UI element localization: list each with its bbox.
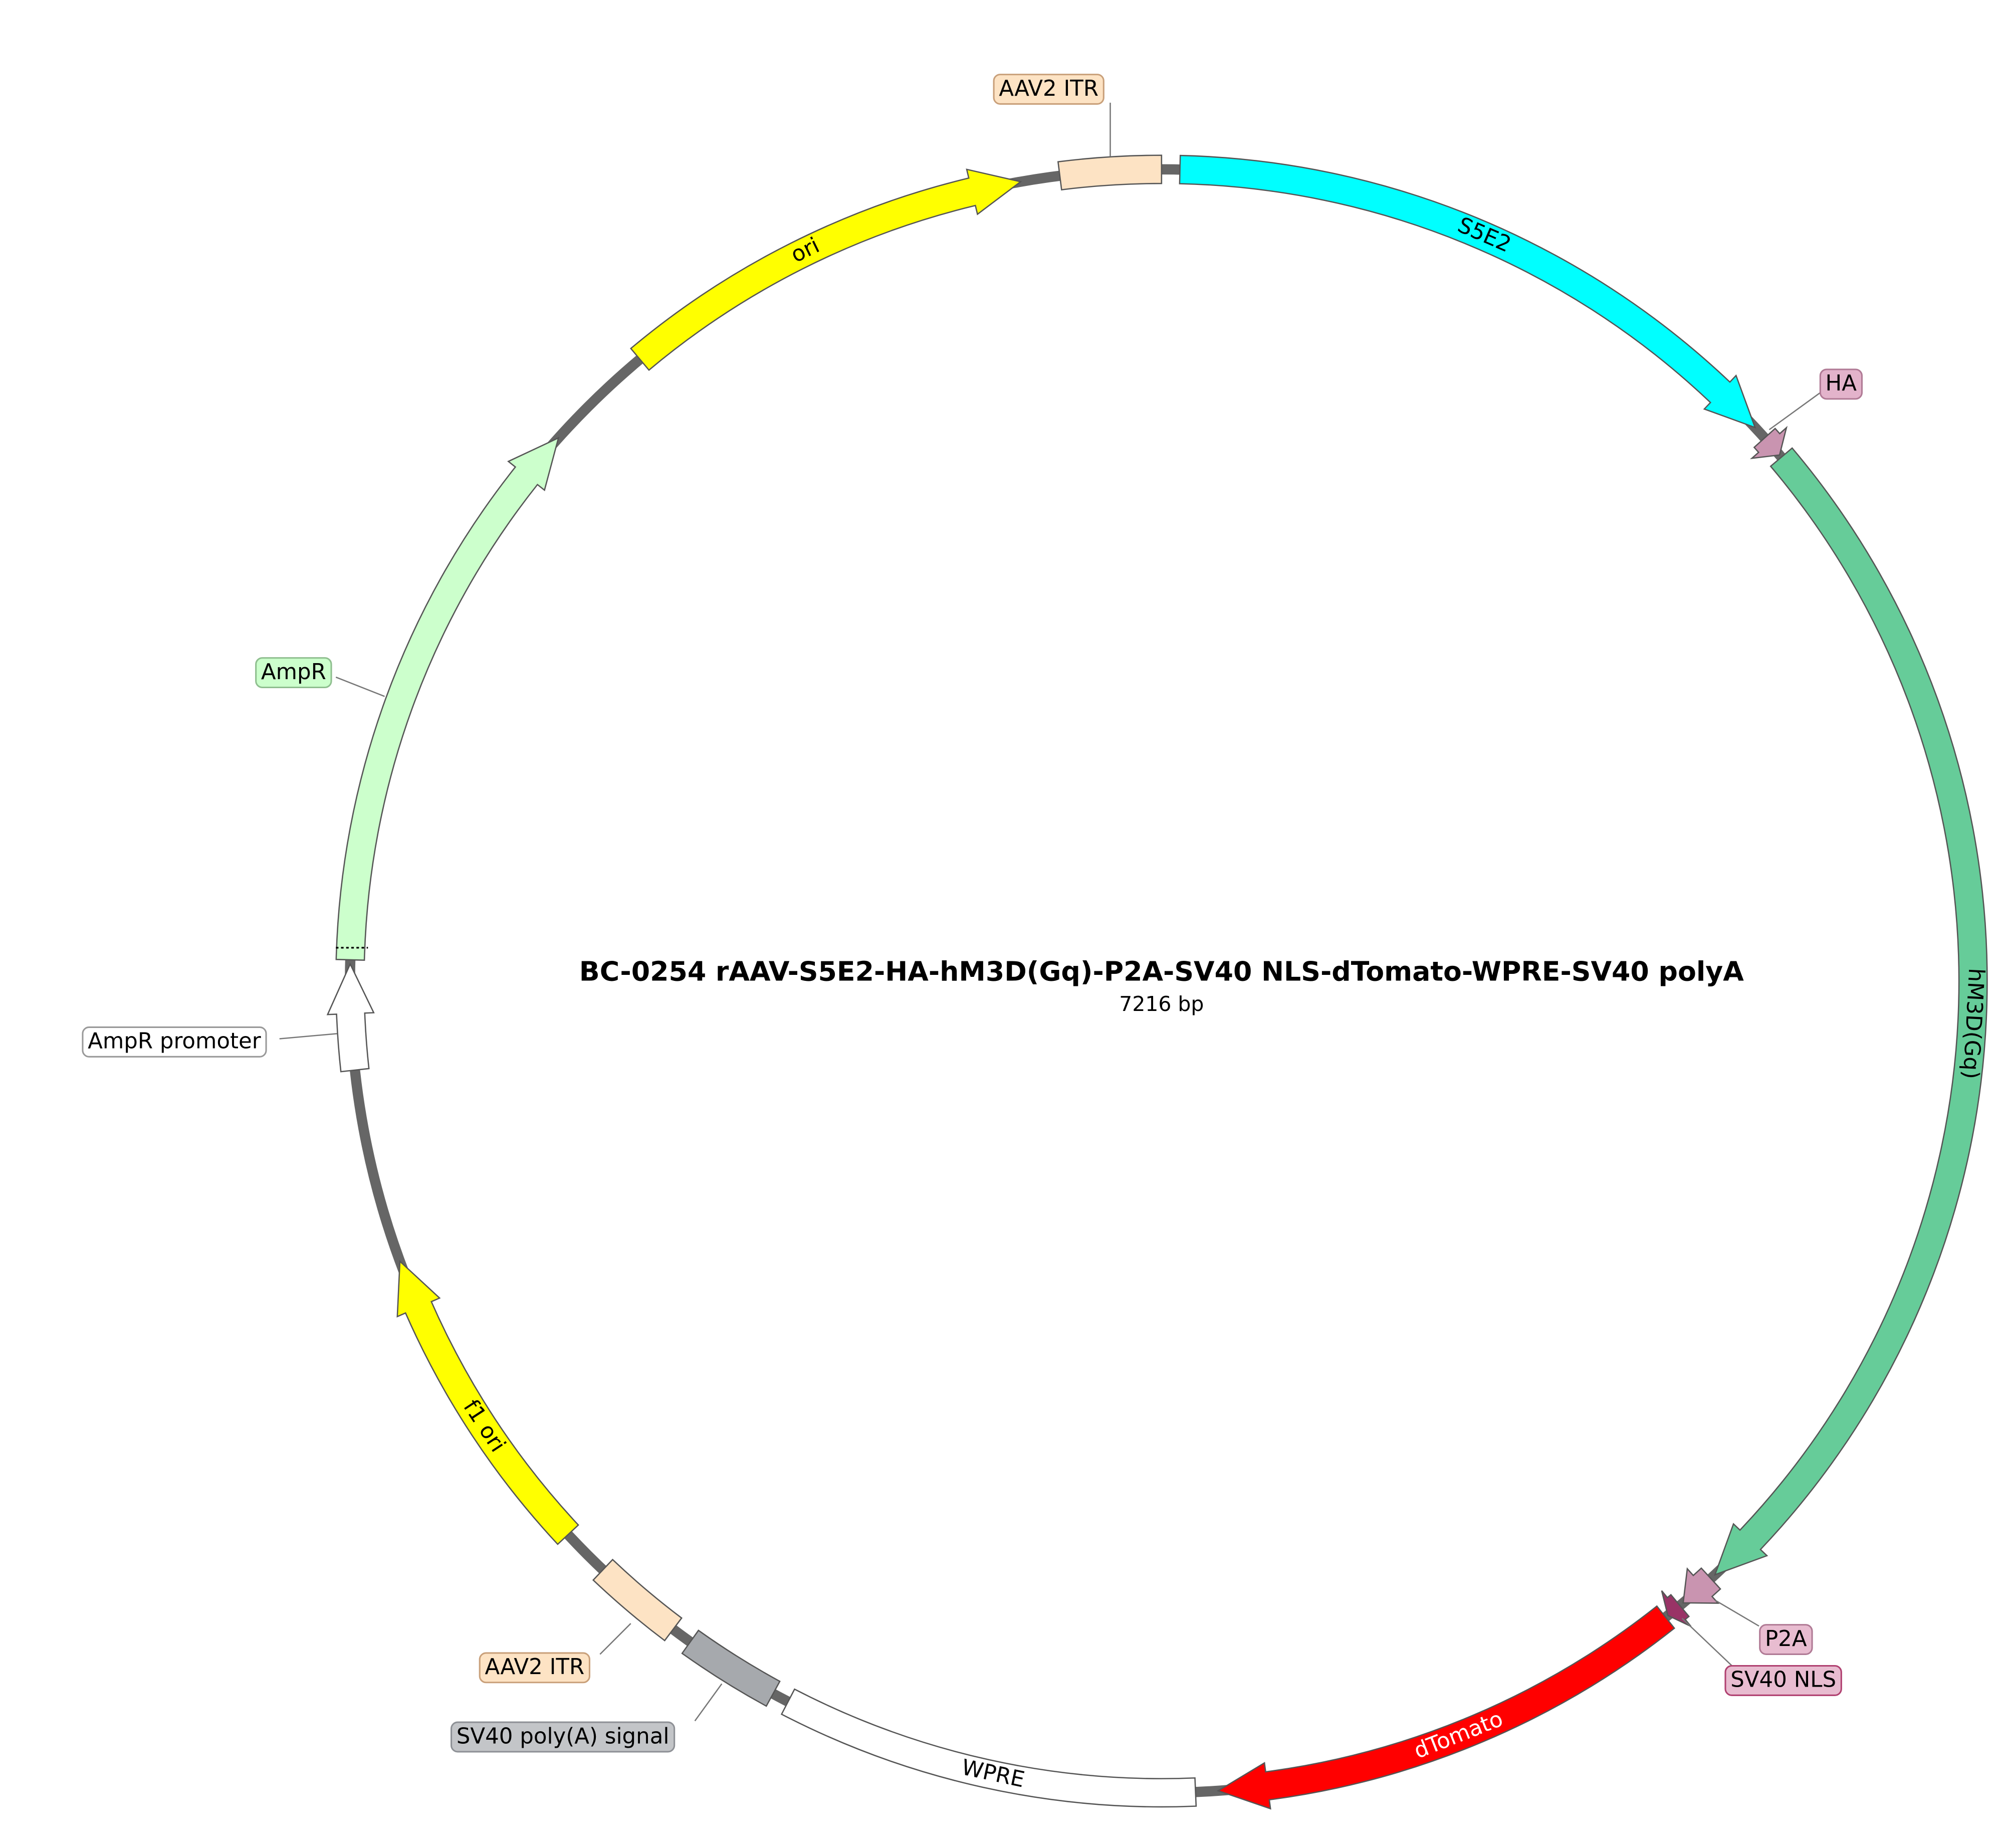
feature	[1682, 1567, 1721, 1604]
feature	[629, 168, 1022, 371]
feature	[335, 437, 560, 961]
callout-line	[599, 1623, 631, 1655]
feature-label: hM3D(Gq)	[1958, 967, 1989, 1080]
feature	[396, 1260, 579, 1545]
feature	[326, 962, 375, 1073]
feature-label: AAV2 ITR	[999, 76, 1098, 101]
feature	[1749, 426, 1788, 460]
feature-label: AmpR promoter	[88, 1029, 261, 1054]
feature	[1661, 1590, 1692, 1627]
callout: SV40 poly(A) signal	[451, 1721, 676, 1753]
callout-line	[694, 1683, 723, 1722]
callout-line	[279, 1033, 337, 1040]
feature-label: SV40 poly(A) signal	[457, 1724, 670, 1749]
label-box	[255, 657, 332, 689]
label-box	[993, 74, 1104, 105]
feature-label: SV40 NLS	[1730, 1668, 1836, 1693]
feature	[1057, 154, 1163, 191]
callout-line	[1715, 1599, 1759, 1627]
feature-label: P2A	[1765, 1626, 1807, 1652]
callout: AmpR promoter	[82, 1026, 267, 1058]
callout: P2A	[1759, 1624, 1813, 1656]
label-box	[1759, 1624, 1813, 1656]
callout-line	[1768, 392, 1821, 431]
label-box	[451, 1721, 676, 1753]
feature	[681, 1629, 781, 1707]
label-box	[1819, 368, 1863, 400]
feature-label: AmpR	[261, 660, 326, 685]
map-title: BC-0254 rAAV-S5E2-HA-hM3D(Gq)-P2A-SV40 N…	[579, 956, 1744, 987]
callout-line	[335, 676, 385, 697]
map-length: 7216 bp	[1119, 992, 1204, 1016]
feature	[1714, 447, 1988, 1576]
callout: AAV2 ITR	[479, 1652, 590, 1684]
label-box	[479, 1652, 590, 1684]
callout: HA	[1819, 368, 1863, 400]
label-box	[82, 1026, 267, 1058]
callout: AmpR	[255, 657, 332, 689]
feature	[1216, 1605, 1676, 1810]
feature	[592, 1558, 683, 1641]
feature-label: dTomato	[1411, 1706, 1506, 1764]
feature-label: HA	[1826, 371, 1857, 396]
feature-label: AAV2 ITR	[485, 1655, 584, 1680]
callout: AAV2 ITR	[993, 74, 1104, 105]
callout-line	[1681, 1617, 1734, 1668]
callout: SV40 NLS	[1724, 1665, 1842, 1696]
feature	[780, 1688, 1197, 1808]
feature	[1179, 154, 1756, 429]
label-box	[1724, 1665, 1842, 1696]
